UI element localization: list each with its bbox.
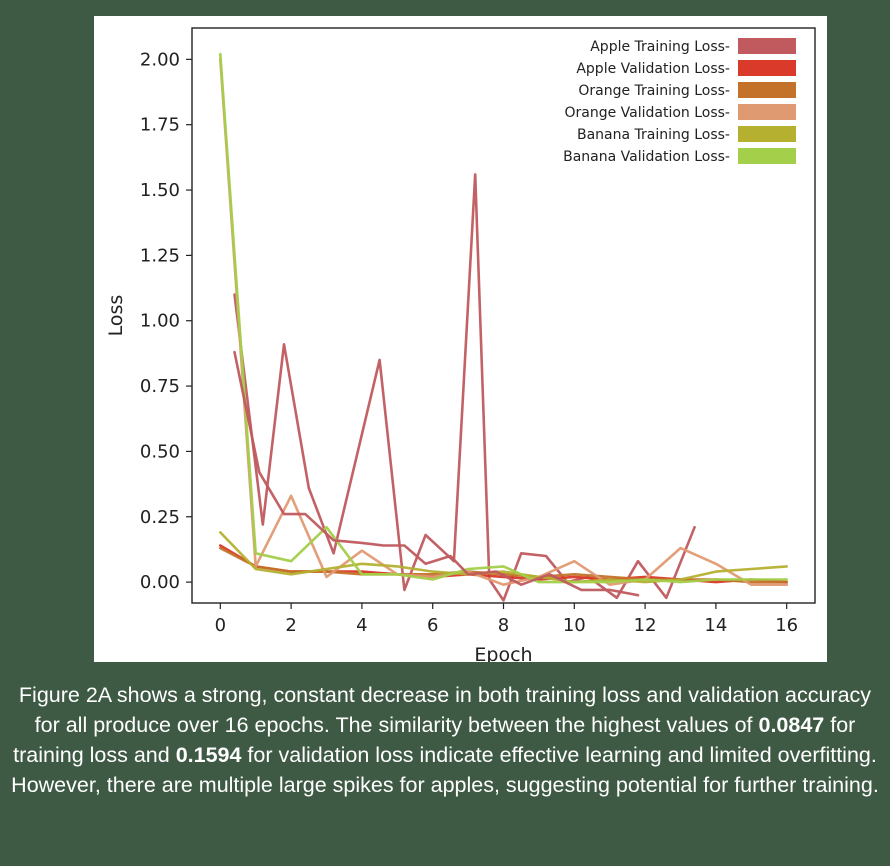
series-line-5 [219, 52, 789, 584]
y-tick-label: 0.50 [140, 441, 180, 462]
y-tick-label: 1.50 [140, 180, 180, 201]
axes-layer: 0 2 4 6 8 10 12 14 16 0.00 0.25 0.50 0.75 1.00 1.25 1.5… [140, 27, 816, 636]
legend-label: Orange Training Loss- [578, 83, 730, 99]
legend-swatch [738, 148, 796, 164]
legend-swatch [738, 104, 796, 120]
y-tick-label: 2.00 [140, 49, 180, 70]
y-tick-label: 0.00 [140, 572, 180, 593]
y-tick-label: 0.25 [140, 507, 180, 528]
series-line-4 [219, 531, 789, 584]
legend-swatch [738, 126, 796, 142]
caption-highlight-validation: 0.1594 [175, 743, 242, 767]
legend-swatch [738, 82, 796, 98]
x-tick-label: 12 [634, 615, 657, 636]
legend-label: Banana Training Loss- [577, 127, 730, 143]
series-line-6 [233, 350, 640, 597]
x-tick-label: 2 [285, 615, 296, 636]
legend-swatch [738, 60, 796, 76]
legend-label: Orange Validation Loss- [564, 105, 730, 121]
x-tick-label: 4 [356, 615, 367, 636]
y-tick-label: 1.75 [140, 115, 180, 136]
chart-figure-panel: 0 2 4 6 8 10 12 14 16 0.00 0.25 0.50 0.75 1.00 1.25 1.5… [94, 16, 827, 662]
series-line-0 [233, 173, 696, 602]
caption-text-3: for validation loss indicate effective l… [11, 743, 879, 797]
y-tick-label: 1.25 [140, 245, 180, 266]
loss-line-chart: 0 2 4 6 8 10 12 14 16 0.00 0.25 0.50 0.75 1.00 1.25 1.5… [105, 27, 816, 662]
y-tick-label: 1.00 [140, 311, 180, 332]
x-tick-label: 16 [775, 615, 798, 636]
caption-text-1: Figure 2A shows a strong, constant decre… [18, 683, 872, 737]
x-tick-label: 8 [498, 615, 509, 636]
x-tick-label: 14 [704, 615, 727, 636]
legend-swatch [738, 38, 796, 54]
legend-label: Apple Training Loss- [590, 39, 730, 55]
x-tick-label: 0 [215, 615, 226, 636]
series-layer [219, 52, 789, 602]
caption-highlight-training: 0.0847 [758, 713, 825, 737]
legend-label: Apple Validation Loss- [576, 61, 730, 77]
x-tick-label: 6 [427, 615, 438, 636]
series-line-3 [219, 58, 789, 587]
figure-caption: Figure 2A shows a strong, constant decre… [10, 680, 880, 800]
caption-text-2: for training loss and [13, 713, 856, 767]
x-axis-label: Epoch [474, 644, 532, 662]
legend: Apple Training Loss- Apple Validation Los… [563, 38, 796, 165]
y-axis-label: Loss [105, 295, 127, 337]
y-tick-label: 0.75 [140, 376, 180, 397]
x-tick-label: 10 [563, 615, 586, 636]
legend-label: Banana Validation Loss- [563, 149, 730, 165]
